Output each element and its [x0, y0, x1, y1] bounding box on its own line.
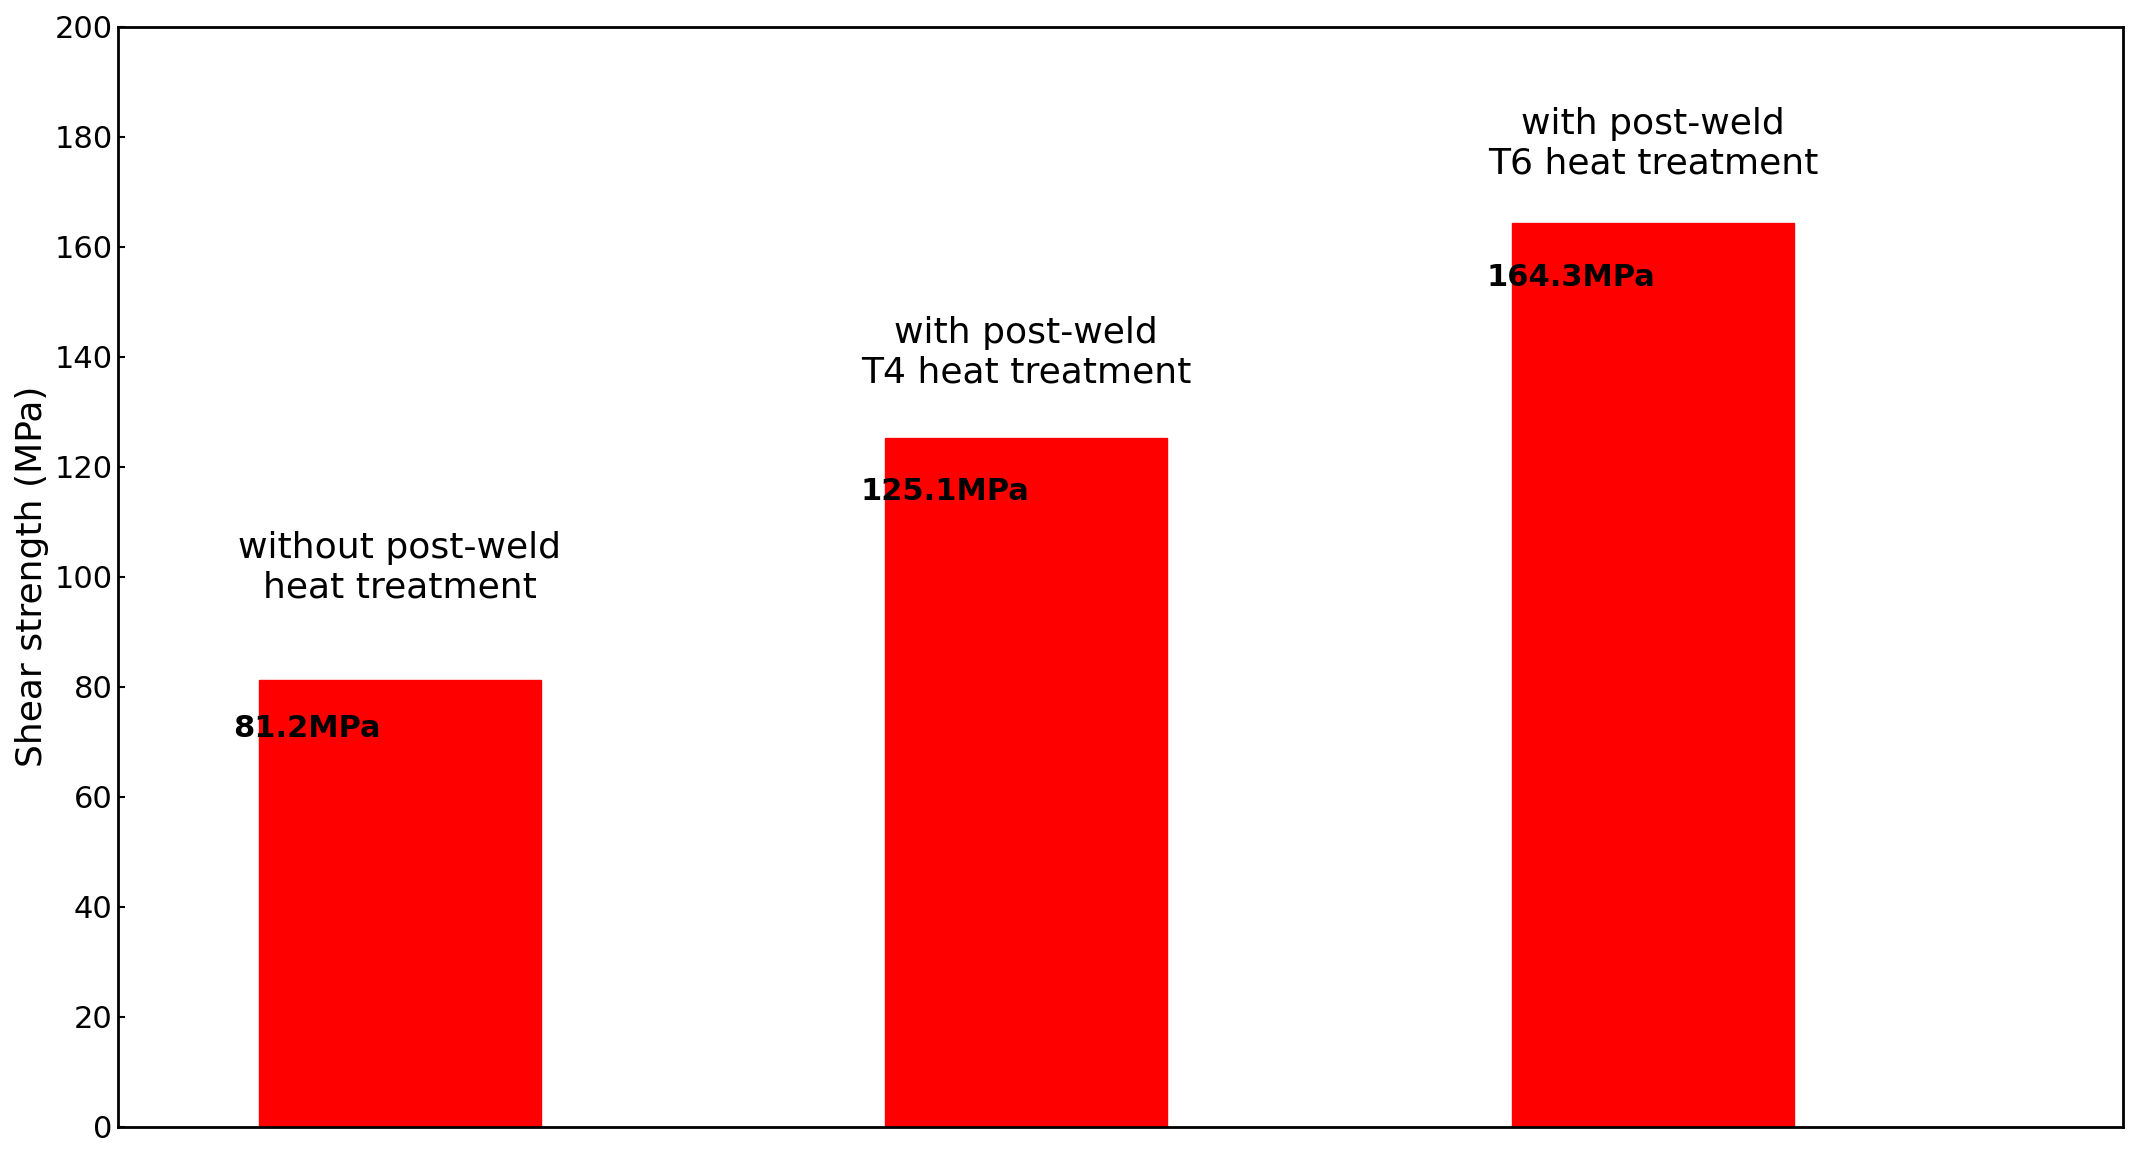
Bar — [1512, 223, 1794, 1127]
Text: without post-weld
heat treatment: without post-weld heat treatment — [237, 531, 560, 604]
Text: with post-weld
T6 heat treatment: with post-weld T6 heat treatment — [1488, 107, 1817, 181]
Text: 81.2MPa: 81.2MPa — [233, 714, 381, 743]
Bar — [259, 680, 541, 1127]
Bar — [885, 438, 1167, 1127]
Text: 164.3MPa: 164.3MPa — [1486, 263, 1655, 292]
Text: with post-weld
T4 heat treatment: with post-weld T4 heat treatment — [862, 316, 1191, 389]
Text: 125.1MPa: 125.1MPa — [859, 478, 1028, 506]
Y-axis label: Shear strength (MPa): Shear strength (MPa) — [15, 386, 49, 767]
